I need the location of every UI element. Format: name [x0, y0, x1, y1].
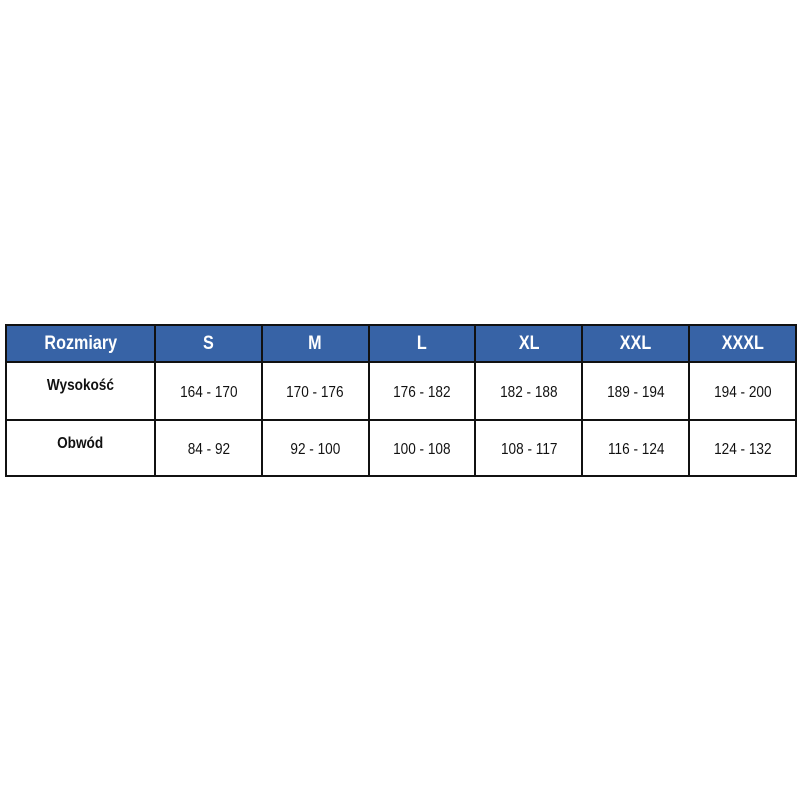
- table-cell: 170 - 176: [260, 361, 370, 421]
- header-size-xl: XL: [474, 324, 584, 363]
- table-cell: 92 - 100: [260, 419, 370, 477]
- table-row: Wysokość 164 - 170 170 - 176 176 - 182 1…: [5, 361, 797, 421]
- table-cell: 164 - 170: [154, 361, 263, 421]
- header-rozmiary: Rozmiary: [5, 324, 156, 363]
- table-cell: 84 - 92: [154, 419, 263, 477]
- table-cell: 100 - 108: [367, 419, 477, 477]
- header-size-xxxl: XXXL: [688, 324, 797, 363]
- header-row: Rozmiary S M L XL XXL XXXL: [5, 324, 797, 363]
- header-size-m: M: [260, 324, 370, 363]
- table-cell: 189 - 194: [581, 361, 691, 421]
- table-cell: 116 - 124: [581, 419, 691, 477]
- table-cell: 176 - 182: [367, 361, 477, 421]
- header-size-s: S: [154, 324, 263, 363]
- header-size-xxl: XXL: [581, 324, 691, 363]
- table-cell: 124 - 132: [688, 419, 797, 477]
- table-cell: 108 - 117: [474, 419, 584, 477]
- header-size-l: L: [367, 324, 477, 363]
- table-row: Obwód 84 - 92 92 - 100 100 - 108 108 - 1…: [5, 419, 797, 477]
- row-label: Obwód: [5, 419, 156, 477]
- size-chart-table: Rozmiary S M L XL XXL XXXL Wysokość 164 …: [5, 324, 797, 477]
- table-cell: 182 - 188: [474, 361, 584, 421]
- table-cell: 194 - 200: [688, 361, 797, 421]
- row-label: Wysokość: [5, 361, 156, 421]
